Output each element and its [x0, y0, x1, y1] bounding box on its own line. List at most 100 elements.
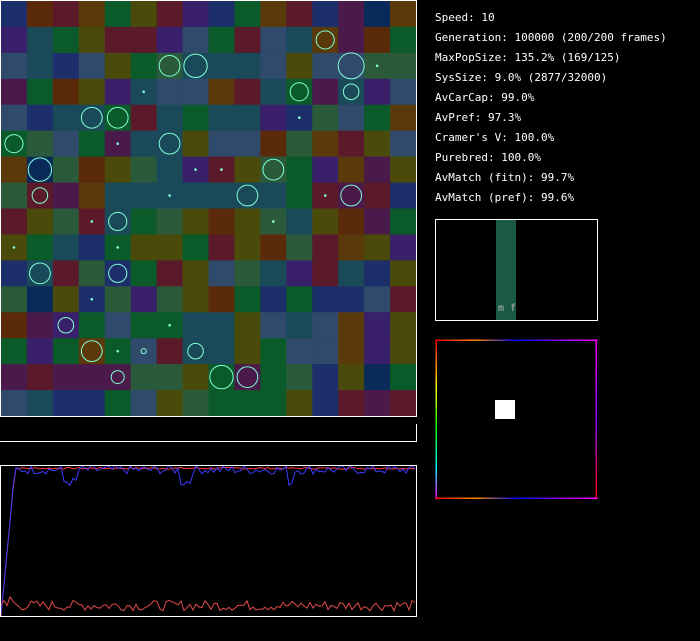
grid-cell	[1, 390, 28, 416]
creature-marker	[80, 106, 103, 129]
grid-cell	[26, 390, 54, 416]
grid-cell	[78, 156, 106, 184]
grid-cell	[104, 364, 132, 391]
preference-panel: m f	[435, 219, 598, 321]
preference-bar-label: m f	[498, 303, 516, 314]
grid-cell	[260, 260, 287, 287]
grid-cell	[312, 312, 339, 339]
grid-cell	[208, 26, 235, 54]
grid-cell	[390, 156, 416, 184]
grid-cell	[78, 1, 106, 28]
stat-row: Cramer's V: 100.0%	[435, 128, 697, 148]
grid-cell	[338, 234, 365, 261]
grid-cell	[26, 26, 54, 54]
grid-cell	[286, 338, 313, 365]
grid-cell	[1, 182, 28, 209]
grid-cell	[286, 130, 313, 158]
stat-value: 99.7%	[534, 171, 575, 184]
creature-marker	[158, 132, 181, 155]
grid-cell	[104, 312, 132, 339]
grid-cell	[156, 338, 184, 365]
grid-cell	[390, 78, 416, 106]
stat-label: Cramer's V:	[435, 131, 508, 144]
grid-cell	[130, 52, 158, 80]
grid-cell	[182, 260, 209, 287]
grid-cell	[182, 26, 209, 54]
creature-marker	[262, 158, 285, 181]
grid-cell	[78, 78, 106, 106]
grid-cell	[78, 234, 106, 261]
grid-cell	[26, 260, 54, 287]
grid-cell	[208, 390, 235, 416]
grid-cell	[364, 104, 391, 132]
grid-cell	[338, 312, 365, 339]
creature-marker	[116, 246, 120, 249]
preference-canvas: m f	[436, 220, 597, 320]
grid-cell	[364, 78, 391, 106]
grid-cell	[52, 130, 80, 158]
stats-panel: Speed: 10 Generation: 100000 (200/200 fra…	[435, 8, 697, 208]
grid-cell	[338, 182, 365, 209]
grid-cell	[26, 286, 54, 313]
grid-cell	[208, 338, 235, 365]
grid-cell	[182, 78, 209, 106]
grid-cell	[156, 156, 184, 184]
grid-cell	[1, 260, 28, 287]
creature-marker	[236, 366, 259, 388]
creature-marker	[236, 184, 259, 207]
creature-marker	[27, 157, 53, 182]
grid-cell	[130, 130, 158, 158]
creature-marker	[315, 30, 335, 50]
grid-cell	[234, 338, 261, 365]
creature-marker	[323, 194, 327, 197]
creature-marker	[116, 142, 120, 145]
history-series-line	[0, 464, 416, 614]
grid-cell	[156, 1, 184, 28]
grid-cell	[234, 104, 261, 132]
grid-cell	[260, 78, 287, 106]
grid-cell	[234, 234, 261, 261]
stat-row: MaxPopSize: 135.2% (169/125)	[435, 48, 697, 68]
grid-cell	[286, 260, 313, 287]
grid-cell	[390, 208, 416, 235]
stat-row: Generation: 100000 (200/200 frames)	[435, 28, 697, 48]
grid-cell	[286, 156, 313, 184]
grid-cell	[338, 130, 365, 158]
grid-cell	[130, 1, 158, 28]
stat-row: SysSize: 9.0% (2877/32000)	[435, 68, 697, 88]
grid-cell	[338, 208, 365, 235]
grid-cell	[182, 364, 209, 391]
stat-value: 99.6%	[534, 191, 575, 204]
grid-cell	[260, 312, 287, 339]
grid-cell	[208, 130, 235, 158]
creature-marker	[340, 184, 363, 207]
grid-cell	[156, 208, 184, 235]
grid-cell	[312, 156, 339, 184]
grid-cell	[26, 130, 54, 158]
creature-marker	[108, 211, 128, 232]
grid-cell	[260, 364, 287, 391]
grid-cell	[130, 26, 158, 54]
grid-cell	[312, 208, 339, 235]
grid-cell	[52, 338, 80, 365]
grid-cell	[312, 52, 339, 80]
creature-marker	[31, 187, 49, 204]
grid-cell	[78, 26, 106, 54]
creature-marker	[168, 323, 171, 327]
preference-bar	[496, 220, 516, 320]
grid-cell	[104, 104, 132, 132]
stat-value: 100.0%	[494, 151, 541, 164]
grid-cell	[1, 286, 28, 313]
creature-marker	[337, 52, 365, 80]
grid-cell	[286, 234, 313, 261]
creature-marker	[342, 83, 360, 101]
grid-cell	[78, 260, 106, 287]
world-grid[interactable]	[0, 0, 417, 417]
stat-value: 97.3%	[481, 111, 522, 124]
grid-cell	[208, 52, 235, 80]
grid-cell	[390, 364, 416, 391]
grid-cell	[1, 78, 28, 106]
grid-cell	[364, 234, 391, 261]
grid-cell	[130, 286, 158, 313]
grid-cell	[390, 26, 416, 54]
